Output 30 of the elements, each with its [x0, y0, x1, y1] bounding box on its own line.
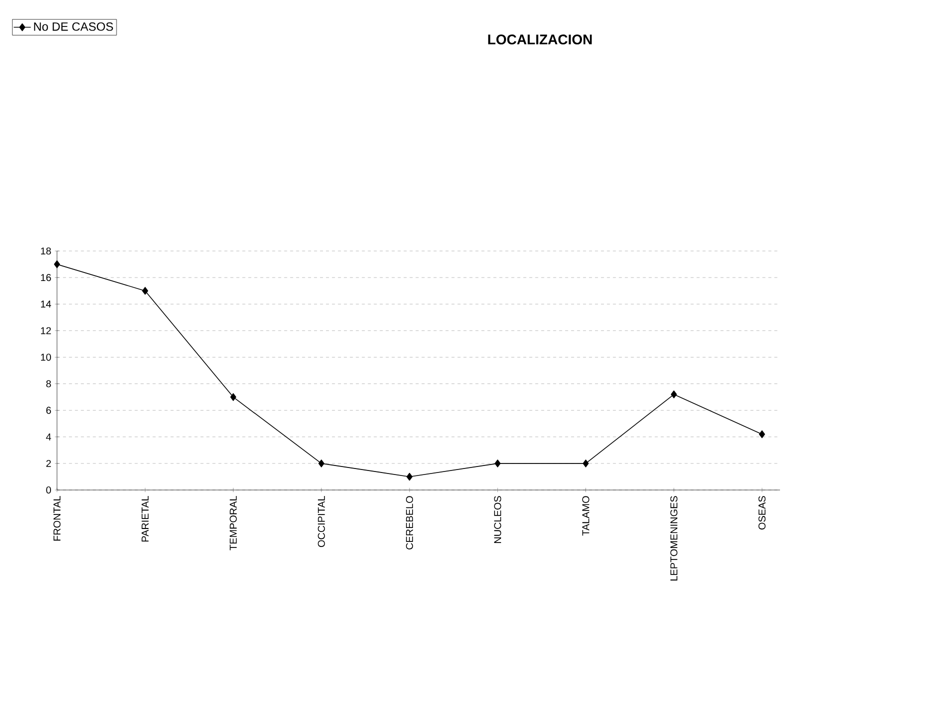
y-tick-label: 4: [46, 433, 52, 440]
x-tick-label: CEREBELO: [406, 496, 414, 550]
point: [230, 393, 236, 401]
y-tick-label: 2: [46, 460, 51, 467]
point: [318, 460, 324, 468]
y-tick-label: 0: [46, 486, 51, 494]
chart-title: LOCALIZACION: [488, 34, 592, 44]
point: [406, 472, 413, 481]
legend-label: No DE CASOS: [34, 22, 113, 31]
point: [582, 460, 589, 468]
y-tick-label: 18: [41, 247, 51, 255]
point: [758, 430, 766, 438]
x-tick-label: FRONTAL: [53, 496, 61, 541]
y-tick-label: 16: [41, 274, 51, 282]
y-tick-label: 14: [41, 300, 52, 308]
point: [494, 460, 501, 468]
point: [670, 390, 677, 398]
x-tick-label: NUCLEOS: [494, 496, 502, 543]
point: [142, 286, 148, 295]
x-tick-label: LEPTOMENINGES: [670, 496, 678, 580]
x-tick-label: OSEAS: [758, 496, 766, 530]
x-tick-label: TEMPORAL: [230, 496, 237, 550]
y-tick-label: 8: [46, 380, 51, 388]
y-tick-label: 6: [46, 406, 51, 414]
x-tick-label: PARIETAL: [142, 496, 149, 542]
y-tick-label: 10: [41, 354, 51, 361]
x-tick-label: OCCIPITAL: [318, 496, 325, 548]
x-tick-label: TALAMO: [582, 496, 590, 536]
y-tick-label: 12: [41, 327, 51, 334]
point: [54, 260, 60, 268]
